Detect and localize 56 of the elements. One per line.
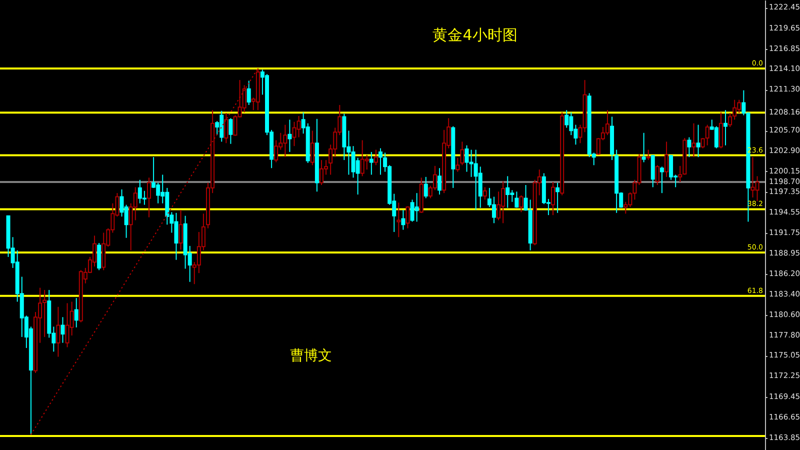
candlestick	[605, 110, 610, 136]
candlestick	[74, 298, 78, 328]
candlestick	[650, 154, 655, 188]
candlestick	[396, 202, 401, 238]
candlestick	[687, 136, 692, 158]
annotation: 曹博文	[290, 348, 332, 364]
candlestick	[478, 166, 482, 208]
candlestick	[310, 130, 314, 166]
candlestick	[401, 209, 406, 230]
candlestick	[705, 124, 710, 146]
candlestick	[551, 182, 555, 216]
candlestick	[378, 148, 383, 176]
candlestick	[406, 206, 410, 229]
candlestick	[224, 112, 228, 144]
candlestick	[228, 118, 233, 144]
candlestick	[364, 154, 369, 170]
candlestick	[696, 124, 700, 158]
candlestick	[460, 141, 464, 166]
candlestick	[296, 115, 301, 138]
candlestick	[424, 176, 428, 199]
candlestick	[414, 192, 419, 222]
candlestick	[142, 190, 146, 206]
candlestick	[246, 80, 251, 106]
candlestick	[664, 141, 668, 178]
candlestick	[133, 186, 138, 221]
candlestick	[514, 191, 519, 208]
candlestick	[496, 191, 501, 221]
candlestick	[369, 151, 374, 176]
text: 黄金4小时图	[432, 26, 518, 44]
candlestick	[660, 166, 664, 194]
candlestick	[438, 168, 442, 196]
candlestick	[56, 306, 60, 358]
candlestick	[714, 126, 718, 149]
candlestick	[374, 149, 378, 166]
candlestick	[556, 182, 560, 214]
candlestick	[102, 232, 106, 271]
candlestick	[242, 84, 246, 113]
candlestick	[669, 154, 674, 180]
candlestick	[178, 209, 183, 250]
candlestick	[724, 110, 728, 146]
candlestick	[642, 132, 646, 163]
candlestick	[646, 149, 650, 161]
candlestick	[482, 186, 487, 200]
candlestick	[692, 122, 696, 158]
candlestick	[60, 316, 65, 344]
candlestick	[146, 177, 151, 218]
candlestick	[288, 119, 292, 152]
candlestick	[718, 112, 723, 149]
candlestick	[97, 242, 102, 271]
candlestick	[274, 140, 278, 163]
candlestick	[456, 157, 460, 172]
candlestick	[492, 196, 496, 224]
candlestick	[655, 164, 660, 186]
candlestick	[519, 194, 524, 213]
candlestick	[564, 110, 569, 128]
candlestick	[506, 176, 510, 208]
